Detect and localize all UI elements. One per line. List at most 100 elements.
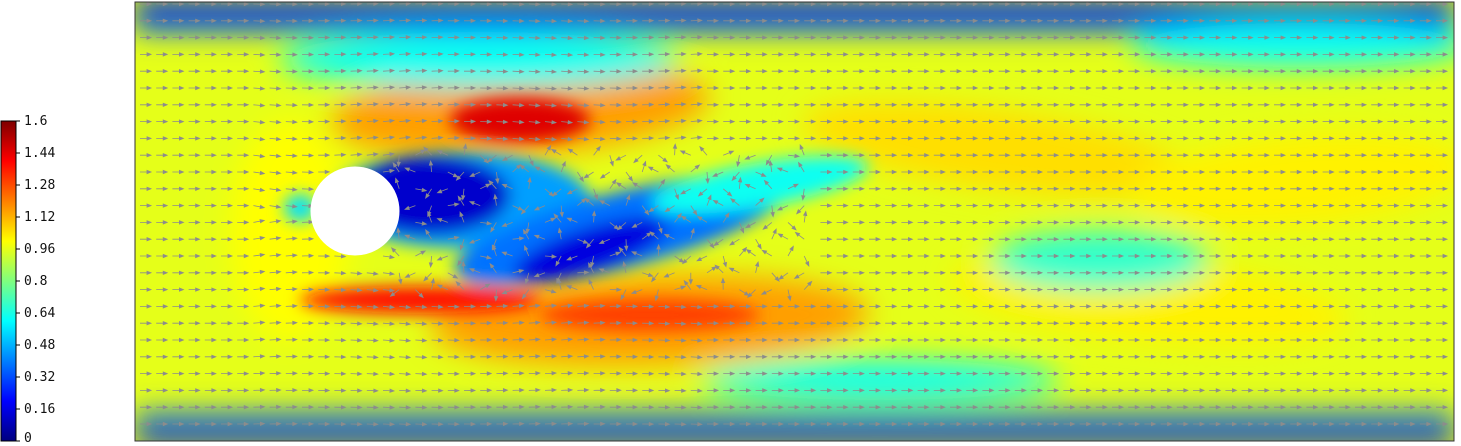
velocity-arrow: [1063, 253, 1076, 259]
velocity-arrow: [1063, 169, 1076, 175]
velocity-arrow: [447, 102, 460, 107]
velocity-arrow: [188, 203, 201, 208]
velocity-arrow: [366, 422, 379, 427]
velocity-arrow: [820, 69, 833, 74]
velocity-arrow: [950, 405, 963, 410]
velocity-arrow: [1290, 237, 1303, 242]
velocity-arrow: [1112, 253, 1125, 259]
velocity-arrow: [237, 136, 250, 141]
velocity-arrow: [463, 18, 477, 23]
velocity-arrow: [447, 304, 460, 309]
velocity-arrow: [631, 251, 643, 257]
velocity-arrow: [901, 102, 914, 107]
velocity-arrow: [590, 255, 595, 268]
velocity-arrow: [1322, 35, 1335, 40]
velocity-arrow: [917, 237, 930, 242]
velocity-arrow: [1031, 52, 1044, 57]
velocity-arrow: [674, 285, 687, 290]
velocity-arrow: [577, 69, 590, 74]
velocity-arrow: [544, 354, 558, 359]
velocity-arrow: [415, 221, 428, 226]
velocity-arrow: [966, 237, 979, 242]
slow-patch: [990, 230, 1210, 290]
velocity-arrow: [156, 203, 169, 208]
velocity-arrow: [836, 321, 849, 326]
velocity-arrow: [1338, 18, 1351, 23]
velocity-arrow: [950, 270, 963, 275]
velocity-arrow: [1355, 220, 1368, 225]
velocity-arrow: [674, 51, 687, 57]
velocity-arrow: [593, 337, 606, 342]
velocity-arrow: [1031, 388, 1044, 393]
velocity-arrow: [1387, 153, 1400, 158]
velocity-arrow: [1095, 304, 1108, 309]
velocity-arrow: [221, 169, 234, 175]
velocity-arrow: [140, 203, 153, 208]
velocity-arrow: [739, 304, 752, 309]
velocity-arrow: [237, 186, 250, 191]
velocity-arrow: [1160, 237, 1173, 242]
velocity-arrow: [512, 119, 525, 125]
velocity-arrow: [723, 321, 736, 326]
velocity-arrow: [658, 68, 671, 74]
velocity-arrow: [1063, 270, 1076, 275]
velocity-arrow: [656, 243, 661, 257]
velocity-arrow: [1225, 421, 1238, 427]
velocity-arrow: [204, 321, 217, 326]
velocity-arrow: [1063, 18, 1076, 23]
velocity-arrow: [1387, 220, 1400, 225]
velocity-arrow: [1063, 220, 1076, 225]
velocity-arrow: [998, 169, 1011, 175]
velocity-arrow: [1193, 220, 1206, 225]
velocity-arrow: [188, 153, 201, 158]
velocity-arrow: [285, 320, 298, 326]
velocity-arrow: [156, 304, 169, 309]
velocity-arrow: [885, 270, 898, 275]
velocity-arrow: [1160, 405, 1173, 410]
velocity-arrow: [318, 371, 331, 376]
velocity-arrow: [318, 52, 331, 57]
velocity-arrow: [318, 136, 331, 141]
velocity-arrow: [253, 69, 266, 74]
velocity-arrow: [933, 321, 946, 326]
velocity-arrow: [739, 421, 752, 427]
velocity-arrow: [399, 68, 412, 73]
velocity-arrow: [1338, 119, 1351, 124]
velocity-arrow: [1403, 405, 1416, 410]
velocity-arrow: [1193, 153, 1206, 158]
velocity-arrow: [468, 268, 481, 274]
velocity-arrow: [1047, 321, 1060, 326]
velocity-arrow: [253, 103, 266, 108]
velocity-arrow: [803, 280, 813, 290]
velocity-arrow: [188, 371, 201, 376]
velocity-arrow: [998, 321, 1011, 326]
velocity-arrow: [221, 237, 234, 242]
velocity-arrow: [933, 220, 946, 225]
velocity-arrow: [1403, 421, 1416, 427]
velocity-arrow: [140, 18, 153, 23]
velocity-arrow: [1436, 354, 1449, 359]
velocity-arrow: [1403, 2, 1416, 7]
velocity-arrow: [1176, 119, 1189, 124]
velocity-arrow: [869, 52, 882, 57]
velocity-arrow: [723, 388, 736, 393]
velocity-arrow: [1257, 371, 1270, 376]
velocity-arrow: [739, 388, 752, 393]
velocity-arrow: [672, 143, 678, 156]
velocity-arrow: [1095, 270, 1108, 275]
velocity-arrow: [771, 2, 784, 7]
velocity-arrow: [527, 176, 532, 189]
velocity-arrow: [1306, 119, 1319, 124]
velocity-arrow: [1095, 388, 1108, 393]
velocity-arrow: [625, 404, 639, 410]
velocity-arrow: [593, 52, 606, 57]
velocity-arrow: [852, 18, 865, 23]
velocity-arrow: [690, 205, 698, 216]
velocity-arrow: [705, 171, 710, 185]
velocity-arrow: [982, 203, 995, 208]
velocity-arrow: [1014, 354, 1027, 359]
velocity-arrow: [366, 371, 379, 377]
velocity-arrow: [366, 35, 379, 40]
velocity-arrow: [1225, 52, 1238, 57]
velocity-arrow: [674, 338, 687, 343]
